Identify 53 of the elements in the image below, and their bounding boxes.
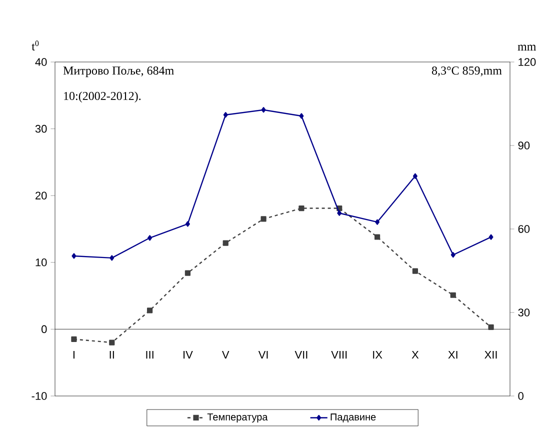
point: [337, 210, 342, 216]
point: [184, 270, 191, 276]
y2-tick-label: 30: [518, 308, 530, 316]
x-tick-label: I: [73, 350, 74, 359]
point: [412, 268, 418, 274]
point: [450, 292, 456, 298]
legend-label: Падавине: [330, 414, 376, 422]
y-tick-label: 20: [36, 192, 47, 200]
y-tick-label: 30: [35, 124, 47, 133]
point: [488, 324, 494, 330]
x-tick-label: IX: [373, 350, 382, 359]
point: [71, 336, 77, 342]
x-tick-label: VI: [258, 350, 268, 359]
point: [185, 221, 190, 227]
y-tick-label: 0: [42, 325, 47, 334]
y2-tick-label: 90: [518, 142, 530, 150]
x-tick-label: IV: [184, 350, 193, 359]
y2-tick-label: 60: [518, 225, 530, 233]
x-tick-label: XII: [484, 350, 497, 359]
point: [374, 234, 380, 240]
y-tick-label: -10: [32, 392, 47, 400]
legend-label: Температура: [207, 414, 268, 422]
point: [260, 216, 266, 222]
y-tick-label: 40: [35, 58, 47, 66]
x-tick-label: III: [146, 350, 154, 359]
point: [412, 173, 418, 179]
x-tick-label: V: [222, 350, 230, 359]
point: [148, 235, 152, 241]
point: [375, 219, 380, 225]
x-tick-label: X: [412, 350, 419, 359]
point: [146, 308, 153, 314]
y2-tick-label: 0: [518, 392, 524, 400]
y-tick-label: 10: [36, 258, 47, 266]
y2-tick-label: 120: [518, 58, 536, 66]
point: [223, 112, 228, 118]
point: [72, 253, 76, 259]
point: [488, 234, 494, 240]
point: [261, 107, 266, 113]
y-axis-title: t$^{0}$: [32, 40, 39, 50]
point: [298, 205, 304, 212]
annotation: 10:(2002-2012).: [64, 92, 141, 102]
annotation: 8,3°C 859,mm: [432, 66, 502, 76]
point: [109, 340, 115, 346]
point: [222, 240, 228, 246]
y2-axis-title: mm: [518, 44, 536, 50]
x-tick-label: VII: [294, 350, 308, 359]
x-tick-label: II: [110, 350, 114, 359]
point: [110, 255, 114, 261]
x-tick-label: VIII: [331, 350, 347, 359]
point: [450, 252, 456, 258]
point: [299, 113, 304, 119]
x-tick-label: XI: [448, 350, 458, 359]
annotation: Митрово Поље, 684m: [63, 66, 174, 78]
